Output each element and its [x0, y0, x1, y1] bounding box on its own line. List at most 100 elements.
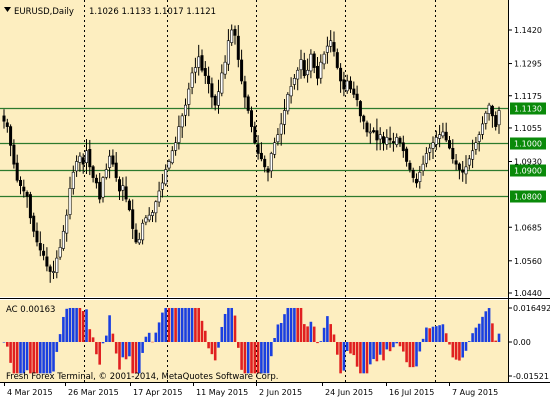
candle-body [467, 158, 471, 166]
ac-bar [289, 307, 293, 342]
ac-bar [458, 342, 461, 361]
ac-bar [114, 342, 118, 354]
candle-body [292, 78, 296, 85]
ac-bar [296, 307, 299, 342]
ac-bar [134, 342, 138, 374]
candle-body [342, 79, 346, 90]
ac-bar [477, 323, 481, 342]
ac-bar [95, 342, 98, 355]
candle-body [315, 65, 319, 79]
price-tick-label: 1.1295 [514, 60, 542, 69]
candle-body [38, 243, 42, 251]
candle-body [200, 55, 204, 71]
ac-bar [362, 342, 365, 374]
candle-body [157, 190, 161, 203]
candle-body [170, 150, 174, 164]
level-label-bg [510, 102, 546, 115]
time-tick-label: 16 Jul 2015 [389, 388, 434, 397]
candle-body [279, 123, 283, 135]
ac-bar [217, 342, 220, 348]
ac-bar [385, 342, 389, 350]
ac-bar [15, 342, 19, 374]
ac-bar [444, 333, 448, 342]
ac-bar [468, 341, 471, 342]
ac-bar [233, 315, 237, 342]
candle-body [352, 88, 356, 95]
candle-body [411, 169, 415, 178]
ac-bar [415, 342, 418, 367]
ac-bar [309, 321, 313, 342]
price-tick-label: 1.1055 [514, 124, 542, 133]
ac-bar [237, 342, 240, 348]
ac-bar [303, 324, 306, 342]
ac-bar [276, 324, 280, 342]
ac-bar [85, 309, 88, 342]
candle-body [282, 110, 286, 125]
candle-body [332, 42, 336, 52]
price-tick-label: 1.0560 [514, 257, 542, 266]
level-label-bg [510, 164, 546, 177]
time-tick-label: 4 Mar 2015 [7, 388, 53, 397]
ac-bar [6, 342, 9, 347]
ac-bar [55, 342, 59, 352]
candle-body [368, 131, 372, 134]
candle-body [299, 59, 303, 71]
candle-body [190, 72, 194, 88]
candle-body [223, 61, 227, 75]
ac-bar [382, 342, 385, 361]
collapse-triangle-icon[interactable] [4, 7, 11, 12]
ac-bar [359, 342, 362, 374]
candle-body [494, 115, 498, 127]
candle-body [273, 142, 277, 155]
candle-body [226, 40, 230, 65]
candle-body [464, 166, 468, 175]
candle-body [263, 158, 267, 168]
candle-body [217, 91, 221, 106]
ac-bar [118, 342, 121, 370]
time-tick-label: 24 Jun 2015 [325, 388, 373, 397]
candle-body [101, 177, 105, 198]
candle-body [25, 192, 29, 197]
ac-bar [91, 337, 95, 342]
candle-body [438, 134, 442, 139]
ac-bar [263, 342, 266, 374]
candle-body [447, 140, 451, 149]
ac-bar [286, 307, 290, 342]
candle-body [71, 171, 75, 189]
ac-bar [124, 342, 128, 360]
ac-bar [227, 307, 230, 342]
ac-bar [388, 342, 392, 352]
candle-body [118, 179, 122, 192]
candle-body [451, 147, 455, 160]
ac-bar [494, 340, 497, 342]
candle-body [259, 152, 263, 160]
time-tick-label: 2 Jun 2015 [259, 388, 302, 397]
ac-bar [365, 342, 369, 374]
candle-body [289, 86, 293, 97]
ac-bar [98, 342, 101, 365]
ac-bar [180, 307, 184, 342]
ac-bar [2, 342, 6, 343]
candle-body [187, 88, 191, 105]
ac-bar [207, 342, 210, 349]
ac-bar [431, 326, 435, 342]
candle-body [28, 194, 32, 219]
ac-axis-ticks: 0.016492 0.00 -0.01521 [508, 304, 550, 381]
ac-bar [372, 342, 375, 360]
candle-body [42, 250, 46, 256]
candle-body [5, 122, 9, 127]
candle-body [203, 68, 207, 76]
ac-bar [428, 328, 431, 342]
candle-body [141, 222, 145, 241]
candle-body [405, 148, 409, 162]
ac-bar [12, 342, 16, 374]
candle-body [414, 178, 418, 184]
ac-tick-label: 0.00 [513, 338, 531, 347]
candle-body [55, 257, 59, 273]
ac-bar [45, 342, 49, 374]
ac-bar [68, 307, 72, 342]
ac-bar [171, 307, 174, 342]
price-chart-area[interactable] [0, 0, 508, 297]
